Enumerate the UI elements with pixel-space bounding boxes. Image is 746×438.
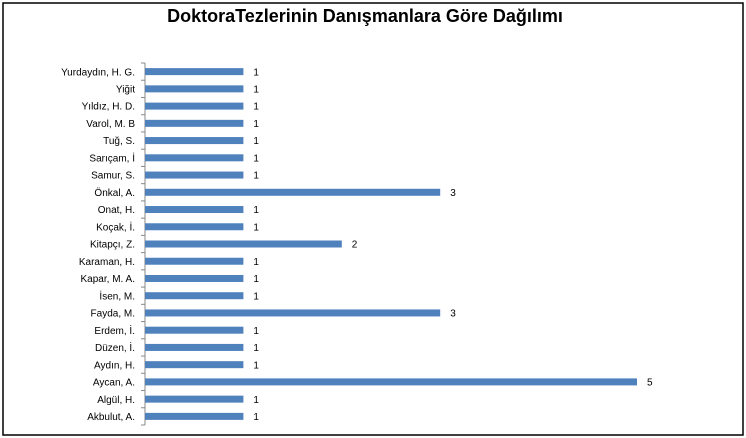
y-tick-label: Düzen, İ. [95, 341, 135, 354]
bar [145, 68, 244, 76]
chart-title: DoktoraTezlerinin Danışmanlara Göre Dağı… [167, 6, 563, 26]
y-tick-label: Yiğit [116, 84, 135, 95]
bar [145, 274, 244, 282]
data-label: 2 [352, 240, 358, 251]
y-tick-label: Aycan, A. [93, 378, 135, 389]
bar [145, 154, 244, 162]
data-label: 1 [253, 171, 259, 182]
data-label: 1 [253, 102, 259, 113]
data-label: 5 [647, 378, 653, 389]
y-tick-label: Algül, H. [97, 395, 135, 406]
bar [145, 240, 342, 248]
y-tick-label: Fayda, M. [91, 309, 135, 320]
bar [145, 188, 441, 196]
y-tick-label: İsen, M. [99, 289, 135, 302]
data-label: 1 [253, 412, 259, 423]
data-label: 1 [253, 153, 259, 164]
data-label: 1 [253, 136, 259, 147]
data-label: 1 [253, 119, 259, 130]
data-label: 1 [253, 343, 259, 354]
bar [145, 326, 244, 334]
data-label: 1 [253, 67, 259, 78]
y-tick-label: Koçak, İ. [96, 220, 135, 233]
y-tick-label: Karaman, H. [79, 257, 135, 268]
bar [145, 361, 244, 369]
bar [145, 206, 244, 214]
y-tick-label: Aydın, H. [94, 360, 135, 371]
y-tick-label: Yıldız, H. D. [82, 102, 135, 113]
data-label: 1 [253, 360, 259, 371]
data-label: 1 [253, 84, 259, 95]
bar [145, 171, 244, 179]
y-tick-label: Tuğ, S. [103, 136, 135, 147]
y-tick-label: Erdem, İ. [94, 324, 135, 337]
data-label: 1 [253, 274, 259, 285]
bar [145, 309, 441, 317]
data-label: 1 [253, 222, 259, 233]
bar [145, 395, 244, 403]
y-tick-label: Kitapçı, Z. [90, 240, 135, 251]
y-tick-label: Önkal, A. [94, 187, 135, 199]
bar [145, 85, 244, 93]
y-tick-label: Sarıçam, İ [89, 151, 135, 164]
bar [145, 137, 244, 145]
data-label: 1 [253, 291, 259, 302]
y-tick-label: Kapar, M. A. [81, 274, 135, 285]
data-label: 1 [253, 395, 259, 406]
y-tick-label: Varol, M. B [86, 119, 135, 130]
bar [145, 412, 244, 420]
bar [145, 119, 244, 127]
bar [145, 378, 637, 386]
bar [145, 223, 244, 231]
bar [145, 257, 244, 265]
bar [145, 292, 244, 300]
y-tick-label: Onat, H. [98, 205, 135, 216]
bar [145, 102, 244, 110]
bar [145, 343, 244, 351]
data-label: 1 [253, 326, 259, 337]
data-label: 3 [450, 309, 456, 320]
y-tick-label: Samur, S. [91, 171, 135, 182]
y-tick-label: Yurdaydın, H. G. [61, 67, 135, 78]
y-tick-label: Akbulut, A. [87, 412, 135, 423]
data-label: 1 [253, 205, 259, 216]
data-label: 1 [253, 257, 259, 268]
data-label: 3 [450, 188, 456, 199]
